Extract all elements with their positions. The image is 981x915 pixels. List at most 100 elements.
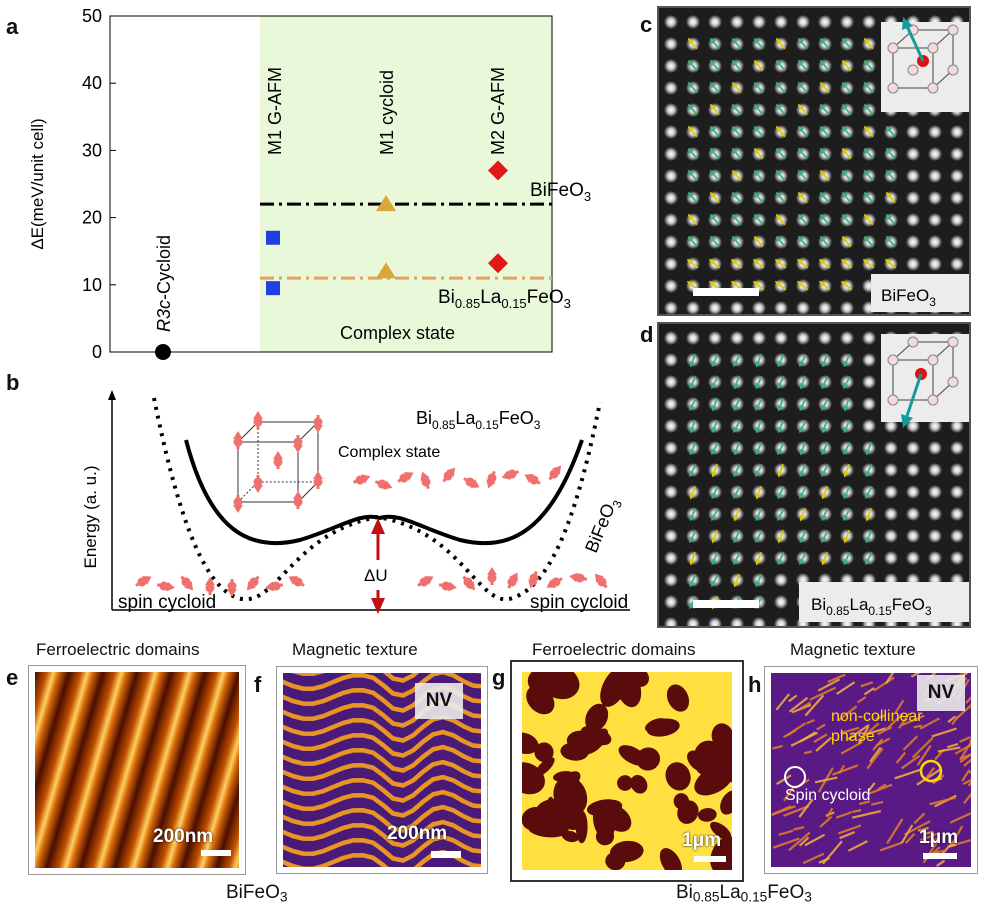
arrow <box>819 125 830 138</box>
atom <box>686 331 700 345</box>
texture-streak <box>786 722 806 737</box>
spin-arrow <box>417 576 434 587</box>
domain-blob <box>621 667 639 691</box>
arrow <box>687 37 698 50</box>
atom <box>950 169 964 183</box>
atom <box>928 463 942 477</box>
texture-streak <box>877 783 887 790</box>
atom <box>840 331 854 345</box>
arrow <box>841 147 852 160</box>
atom <box>906 419 920 433</box>
domain-blob <box>595 827 615 846</box>
atom <box>818 301 832 315</box>
texture-streak <box>947 743 959 749</box>
arrow <box>687 235 698 248</box>
arrow <box>777 508 785 522</box>
atom <box>818 15 832 29</box>
atom <box>664 485 678 499</box>
spin-arrow <box>397 472 414 483</box>
arrow <box>689 442 697 456</box>
texture-streak <box>934 849 946 854</box>
texture-streak <box>840 740 863 755</box>
spin-arrow <box>313 471 323 489</box>
atom <box>796 331 810 345</box>
spin-arrow <box>546 577 563 588</box>
arrow <box>819 59 830 72</box>
arrow <box>819 213 830 226</box>
arrow <box>733 530 741 544</box>
panel-h-frame: NV non-collinear phase Spin cycloid 1μm <box>764 651 981 874</box>
arrow <box>775 59 786 72</box>
spin-arrow <box>507 572 518 589</box>
arrow <box>821 486 828 500</box>
arrow <box>797 81 808 94</box>
texture-streak <box>860 681 874 688</box>
arrow <box>731 147 742 160</box>
panel-g-title: Ferroelectric domains <box>532 640 696 659</box>
atom <box>664 257 678 271</box>
texture-streak <box>902 735 919 751</box>
arrow <box>843 464 850 478</box>
wave-stripe <box>279 819 484 848</box>
spin-arrow <box>486 470 497 489</box>
texture-streak <box>838 824 862 835</box>
spin-cube-diagram <box>233 411 323 513</box>
spin-arrow <box>594 573 608 589</box>
atom <box>796 15 810 29</box>
arrow <box>709 103 720 116</box>
texture-streak <box>835 681 856 695</box>
arrow <box>843 486 851 500</box>
spin-arrow <box>487 567 497 585</box>
texture-streak <box>819 815 833 828</box>
arrow <box>775 81 786 94</box>
arrow <box>797 169 808 182</box>
panel-e-scalebar: 200nm <box>153 826 214 847</box>
texture-streak <box>947 843 957 848</box>
arrow <box>841 103 852 116</box>
texture-streak <box>776 774 792 786</box>
texture-streak <box>916 744 932 766</box>
atom <box>906 169 920 183</box>
arrow <box>777 376 785 390</box>
arrow <box>841 59 852 72</box>
spin-arrow <box>293 435 303 453</box>
atom <box>906 441 920 455</box>
arrow <box>821 530 829 544</box>
texture-streak <box>840 726 860 735</box>
atom <box>950 551 964 565</box>
spin-arrow <box>442 467 456 483</box>
atom <box>950 485 964 499</box>
noncollinear-label: non-collinear phase <box>831 707 923 747</box>
texture-streak <box>949 825 964 847</box>
panel-b-energy-diagram: Energy (a. u.) ΔU Complex state spin cyc… <box>81 390 630 614</box>
blfo-label-b: Bi0.85La0.15FeO3 <box>416 408 541 432</box>
arrow <box>863 147 874 160</box>
panel-f-title: Magnetic texture <box>292 640 418 659</box>
arrow <box>709 235 720 248</box>
domain-blob <box>665 762 691 791</box>
arrow <box>885 213 896 226</box>
arrow <box>843 530 850 544</box>
arrow <box>755 420 762 434</box>
arrow <box>799 398 807 412</box>
texture-streak <box>919 717 940 730</box>
atom <box>664 103 678 117</box>
arrow <box>687 147 698 160</box>
atom <box>862 353 876 367</box>
atom <box>774 301 788 315</box>
arrow <box>841 81 852 94</box>
arrow <box>686 258 699 269</box>
texture-streak <box>814 776 838 784</box>
spin-arrow <box>233 495 243 513</box>
arrow <box>733 552 741 566</box>
atom <box>862 15 876 29</box>
arrow <box>687 125 698 138</box>
wave-stripe <box>279 744 484 773</box>
arrow <box>709 147 720 160</box>
arrow <box>843 354 851 368</box>
atom <box>686 15 700 29</box>
scale-bar <box>201 850 231 856</box>
arrow <box>753 147 764 160</box>
atom <box>906 213 920 227</box>
atom <box>906 191 920 205</box>
